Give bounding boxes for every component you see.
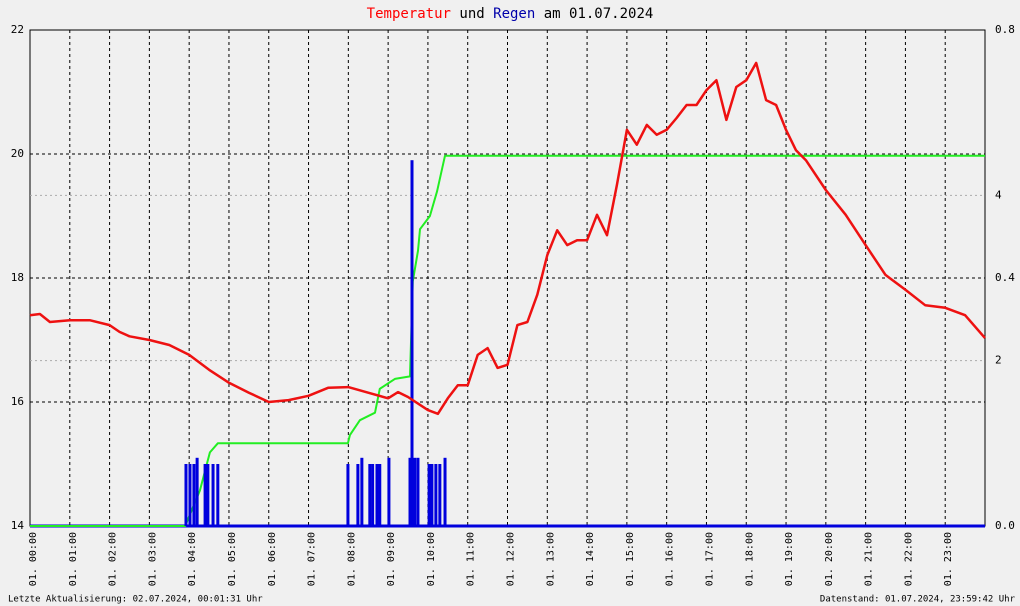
rain-bar [188,464,192,526]
x-tick-label: 01. 10:00 [426,532,437,586]
rain-bar [206,464,210,526]
x-tick-label: 01. 18:00 [744,532,755,586]
y2-tick-label: 0.0 [995,519,1015,532]
y-tick-label: 20 [11,147,24,160]
rain-bar [368,464,372,526]
x-tick-label: 01. 08:00 [346,532,357,586]
x-tick-label: 01. 14:00 [585,532,596,586]
rain-bar [438,464,442,526]
rain-bar [434,464,438,526]
rain-bar [410,160,414,526]
x-tick-label: 01. 23:00 [943,532,954,586]
x-tick-label: 01. 09:00 [386,532,397,586]
rain-bar [378,464,382,526]
footer-right: Datenstand: 01.07.2024, 23:59:42 Uhr [820,595,1016,605]
chart-title: Temperatur und Regen am 01.07.2024 [367,6,654,22]
rain-bar [430,464,434,526]
title-part: und [459,6,484,22]
rain-bar [216,464,220,526]
y-tick-label: 16 [11,395,24,408]
rain-bar [416,457,420,526]
rain-bar [184,464,188,526]
x-tick-label: 01. 16:00 [665,532,676,586]
x-tick-label: 01. 19:00 [784,532,795,586]
rain-bar [360,457,364,526]
x-tick-label: 01. 13:00 [545,532,556,586]
rain-bar [427,464,431,526]
rain-bar [192,464,196,526]
x-tick-label: 01. 21:00 [864,532,875,586]
x-tick-label: 01. 05:00 [227,532,238,586]
title-part: Temperatur [367,6,451,22]
rain-bar [408,457,412,526]
rain-bar [443,457,447,526]
x-tick-label: 01. 03:00 [147,532,158,586]
x-tick-label: 01. 12:00 [506,532,517,586]
y-tick-label: 14 [11,519,25,532]
x-tick-label: 01. 11:00 [466,532,477,586]
y3-tick-label: 2 [995,354,1002,367]
rain-bar [346,464,350,526]
x-tick-label: 01. 02:00 [108,532,119,586]
x-tick-label: 01. 20:00 [824,532,835,586]
rain-bar [375,464,379,526]
rain-bar [356,464,360,526]
x-tick-label: 01. 01:00 [68,532,79,586]
x-tick-label: 01. 22:00 [903,532,914,586]
rain-bar [387,457,391,526]
y-tick-label: 22 [11,23,24,36]
series-line [30,154,985,527]
y3-tick-label: 4 [995,188,1002,201]
y2-tick-label: 0.8 [995,23,1015,36]
title-part: Regen [493,6,535,22]
y2-tick-label: 0.4 [995,271,1015,284]
x-tick-label: 01. 15:00 [625,532,636,586]
rain-bar [203,464,207,526]
x-tick-label: 01. 17:00 [704,532,715,586]
rain-bar [195,457,199,526]
rain-bar [371,464,375,526]
x-tick-label: 01. 00:00 [28,532,39,586]
x-tick-label: 01. 06:00 [267,532,278,586]
title-part: am 01.07.2024 [544,6,654,22]
rain-bar [413,457,417,526]
rain-bar [211,464,215,526]
series-line [29,61,986,416]
y-tick-label: 18 [11,271,24,284]
x-tick-label: 01. 04:00 [187,532,198,586]
x-tick-label: 01. 07:00 [307,532,318,586]
footer-left: Letzte Aktualisierung: 02.07.2024, 00:01… [8,595,263,605]
